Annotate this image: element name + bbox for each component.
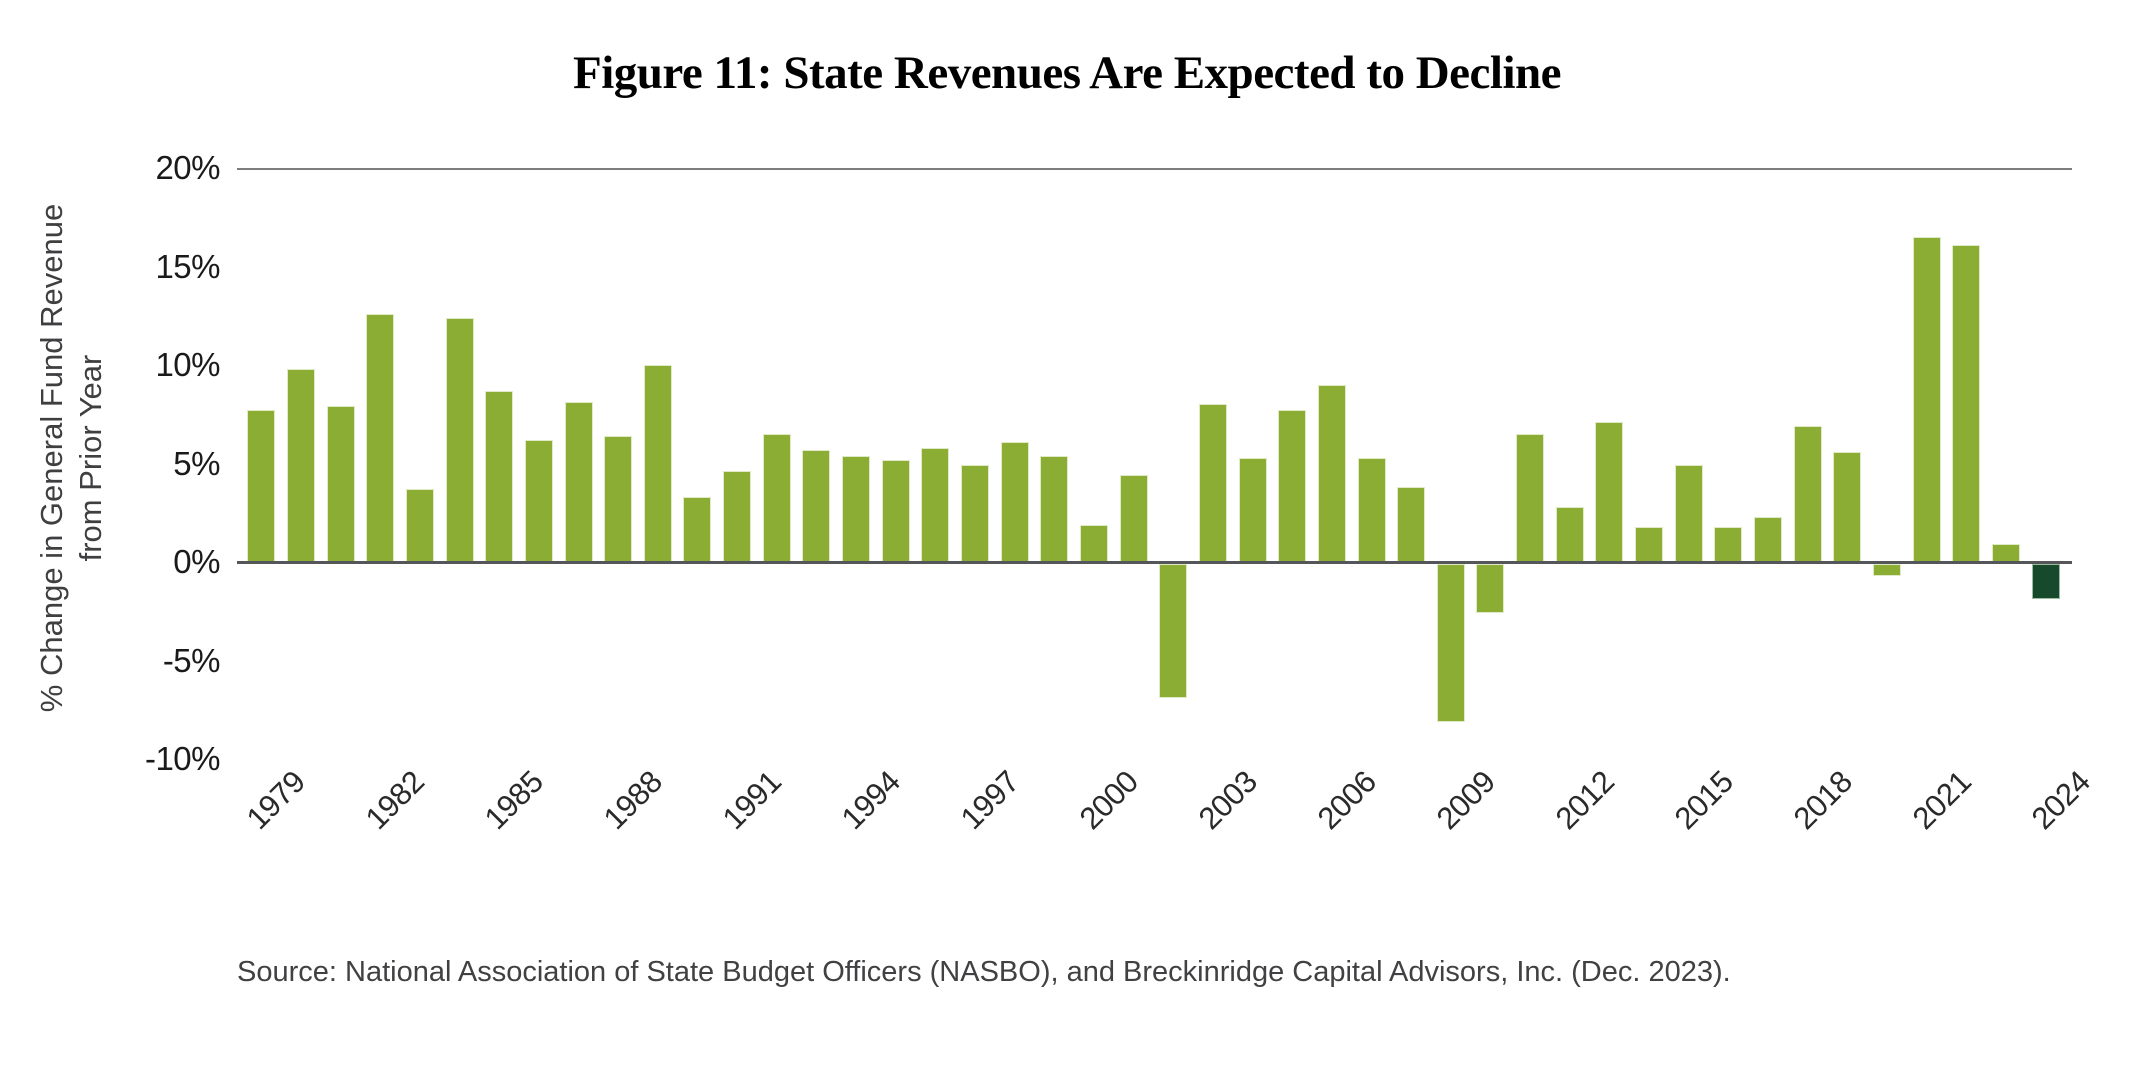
bar-1998 [1000,441,1029,562]
bar-2013 [1595,422,1624,562]
y-tick--10pct: -10% [144,740,221,777]
bar-2010 [1476,564,1505,614]
bar-2006 [1317,384,1346,562]
bar-1987 [564,402,593,562]
y-tick-5pct: 5% [173,444,220,482]
bar-1986 [524,439,553,562]
bar-1992 [762,433,791,562]
bar-2005 [1278,410,1307,562]
bar-1984 [445,317,474,562]
bar-2024 [2031,564,2060,600]
y-tick-15pct: 15% [155,247,220,285]
bar-2001 [1119,475,1148,562]
bar-1980 [286,368,315,562]
y-tick-20pct: 20% [155,149,220,186]
bar-2023 [1991,544,2020,562]
bar-1999 [1040,455,1069,562]
bar-2019 [1833,451,1862,562]
bar-2004 [1238,457,1267,562]
bar-2000 [1079,524,1108,562]
bar-1995 [881,459,910,562]
bar-1993 [802,449,831,562]
bar-1985 [485,390,514,562]
bar-2015 [1674,465,1703,562]
bar-2021 [1912,236,1941,562]
zero-axis-line [237,561,2072,564]
bar-1981 [326,406,355,562]
bar-2002 [1159,564,1188,698]
bar-1996 [921,447,950,562]
bar-1982 [366,313,395,562]
bar-2022 [1952,244,1981,562]
y-tick-0pct: 0% [173,543,220,580]
bar-2009 [1436,564,1465,722]
bar-2020 [1872,564,1901,576]
bar-1997 [961,465,989,562]
chart-title: Figure 11: State Revenues Are Expected t… [573,47,1562,99]
bar-2017 [1754,516,1782,562]
bar-1990 [683,496,712,562]
bar-1983 [405,489,434,562]
plot-area [237,168,2072,760]
bar-2008 [1397,487,1426,562]
bar-2016 [1714,526,1743,562]
bar-2018 [1793,426,1822,562]
y-tick--5pct: -5% [162,641,221,679]
bar-1988 [604,435,633,562]
source-attribution: Source: National Association of State Bu… [237,956,1731,988]
bar-1979 [247,410,276,562]
bar-2014 [1635,526,1664,562]
bar-1994 [842,455,871,562]
gridline-20-percent [237,168,2072,170]
bar-2007 [1357,457,1386,562]
bar-2012 [1555,506,1584,562]
y-tick-10pct: 10% [155,346,220,383]
bar-2003 [1198,404,1227,562]
bar-1989 [643,365,672,562]
bar-2011 [1516,433,1545,562]
bar-1991 [723,471,752,562]
